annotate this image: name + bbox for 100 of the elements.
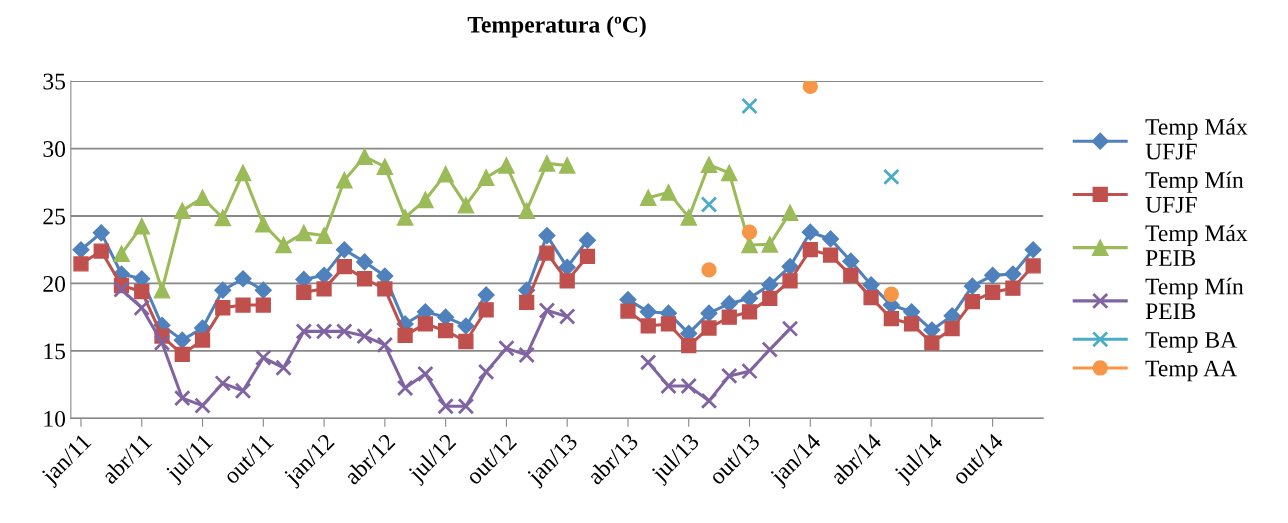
point [477,169,495,186]
point [457,397,475,415]
y-tick-label: 30 [43,141,66,157]
point [113,281,130,298]
point [558,258,576,276]
point [700,196,718,213]
point [174,346,190,362]
point [741,362,758,380]
point [397,327,413,344]
point [255,297,271,313]
point [822,230,840,248]
point [254,349,272,367]
point [781,320,799,337]
point [721,309,737,325]
point [660,377,677,395]
point [133,299,151,317]
point [194,332,211,348]
point [477,286,495,304]
point [963,277,981,295]
point [356,148,373,165]
point [518,202,536,219]
point [234,270,252,288]
point [315,266,333,284]
point [1005,280,1021,296]
point [457,317,475,335]
point [316,281,332,297]
point [558,157,576,174]
legend-label: Temp Mín PEIB [1145,277,1244,320]
point [680,209,698,226]
point [214,281,232,299]
point [173,389,191,407]
point [761,236,779,253]
point [458,333,474,350]
point [538,302,556,319]
point [883,168,900,186]
point [720,164,738,182]
point [153,281,171,299]
point [700,304,718,322]
point [538,227,556,245]
point [254,281,272,299]
point [356,327,373,345]
point [802,81,818,95]
point [356,271,373,287]
point [720,367,738,385]
point [296,284,312,300]
point [539,245,555,261]
point [842,252,860,270]
point [113,245,130,263]
point [173,202,191,219]
point [741,224,758,240]
point [356,253,374,271]
point [437,165,454,183]
point [701,262,717,278]
point [275,236,292,254]
point [843,267,859,284]
point [153,334,171,352]
point [336,171,353,189]
point [639,303,657,321]
point [72,241,90,259]
y-tick-label: 25 [43,208,66,225]
point [254,215,272,233]
point [477,363,495,381]
point [538,155,556,172]
point [478,302,494,318]
point [781,258,799,276]
point [315,227,333,244]
point [680,377,698,395]
point [336,258,352,275]
point [761,341,779,358]
point [640,318,656,334]
y-tick-label: 20 [43,275,66,292]
point [376,158,394,176]
point [964,294,981,310]
point [579,248,596,265]
point [801,223,819,241]
point [559,273,575,289]
point [660,316,677,332]
point [173,331,191,349]
y-tick-label: 15 [44,343,66,360]
point [518,346,536,364]
point [620,303,636,319]
point [235,297,251,313]
point [92,224,110,242]
point [498,339,515,357]
point [134,283,150,300]
point [315,323,333,340]
point [519,294,535,310]
point [295,224,313,242]
legend-label: Temp Máx UFJF [1145,118,1248,160]
chart-title: Temperatura (ºC) [467,16,646,38]
point [782,273,798,289]
point [944,321,960,337]
point [194,397,211,414]
point [781,204,799,221]
point [762,290,778,306]
point [376,336,394,354]
point [984,266,1002,284]
point [214,374,232,392]
point [73,256,89,272]
legend-label: Temp AA [1145,360,1238,382]
